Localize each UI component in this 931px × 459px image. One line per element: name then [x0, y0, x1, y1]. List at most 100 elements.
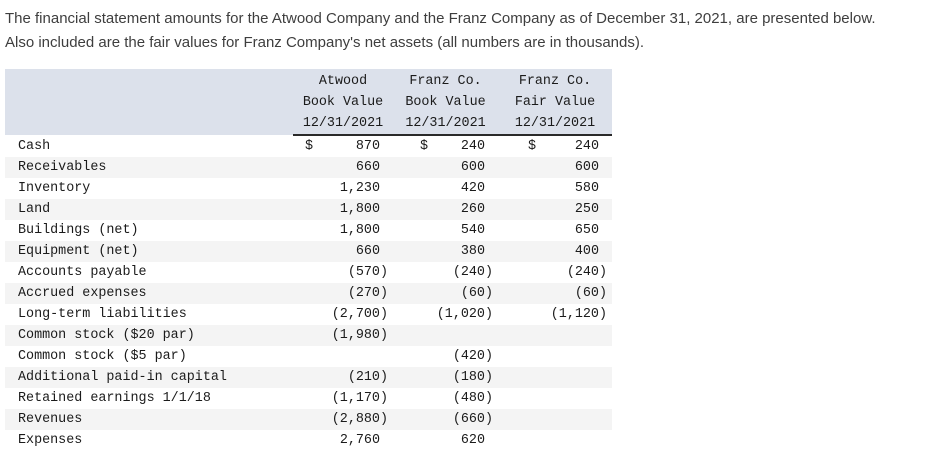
header-date: 12/31/2021: [302, 116, 384, 131]
franz-fair-value-cell: [498, 409, 612, 430]
franz-fair-value-cell: (240): [498, 262, 612, 283]
atwood-book-value-cell: [293, 346, 393, 367]
cell-value: 870: [355, 139, 380, 154]
row-label: Long-term liabilities: [18, 307, 187, 322]
cell-value: 1,800: [339, 202, 380, 217]
franz-book-value-cell: 260: [393, 199, 498, 220]
franz-fair-value-cell: (1,120): [498, 304, 612, 325]
table-row: Land 1,800 260 250: [5, 199, 612, 220]
cell-value: (60): [574, 286, 607, 301]
cell-value: (2,700): [331, 307, 388, 322]
problem-statement: The financial statement amounts for the …: [0, 0, 931, 55]
row-label: Receivables: [5, 157, 293, 178]
franz-book-value-cell: (240): [393, 262, 498, 283]
header-value-type: Book Value: [302, 95, 384, 110]
cell-value: (570): [347, 265, 388, 280]
franz-fair-value-cell: 650: [498, 220, 612, 241]
cell-value: (2,880): [331, 412, 388, 427]
franz-fair-value-cell: 400: [498, 241, 612, 262]
franz-book-value-cell: 380: [393, 241, 498, 262]
table-row: Buildings (net) 1,800 540 650: [5, 220, 612, 241]
table-row: Long-term liabilities (2,700) (1,020) (1…: [5, 304, 612, 325]
row-label: Land: [5, 199, 293, 220]
header-company: Franz Co.: [518, 74, 592, 89]
franz-fair-value-cell: 580: [498, 178, 612, 199]
row-label: Equipment (net): [5, 241, 293, 262]
table-row: Additional paid-in capital (210) (180): [5, 367, 612, 388]
table-body: Cash $870 $240 $240 Receivables 660 600 …: [5, 135, 612, 451]
dollar-sign: $: [420, 139, 429, 154]
franz-book-value-cell: (1,020): [393, 304, 498, 325]
row-label: Inventory: [18, 181, 91, 196]
row-label: Buildings (net): [18, 223, 139, 238]
atwood-book-value-cell: 1,230: [293, 178, 393, 199]
cell-value: 420: [460, 181, 485, 196]
header-company: Franz Co.: [409, 74, 482, 89]
header-franz-book-value: Franz Co. Book Value 12/31/2021: [393, 69, 498, 136]
cell-value: (660): [452, 412, 493, 427]
table-row: Receivables 660 600 600: [5, 157, 612, 178]
atwood-book-value-cell: (270): [293, 283, 393, 304]
header-label-spacer: [5, 69, 293, 135]
header-company: Atwood: [318, 74, 368, 89]
cell-value: (210): [347, 370, 388, 385]
table-row: Revenues (2,880) (660): [5, 409, 612, 430]
table-row: Expenses 2,760 620: [5, 430, 612, 451]
problem-statement-line1: The financial statement amounts for the …: [5, 10, 876, 27]
table-row: Retained earnings 1/1/18 (1,170) (480): [5, 388, 612, 409]
franz-book-value-cell: (60): [393, 283, 498, 304]
cell-value: (240): [566, 265, 607, 280]
franz-fair-value-cell: 250: [498, 199, 612, 220]
cell-value: 240: [574, 139, 599, 154]
franz-book-value-cell: (660): [393, 409, 498, 430]
cell-value: 540: [460, 223, 485, 238]
dollar-sign: $: [305, 139, 314, 154]
atwood-book-value-cell: 660: [293, 241, 393, 262]
row-label: Accounts payable: [18, 265, 147, 280]
table-header: Atwood Book Value 12/31/2021 Franz Co. B…: [5, 69, 612, 136]
franz-book-value-cell: (180): [393, 367, 498, 388]
cell-value: (60): [460, 286, 493, 301]
franz-book-value-cell: (480): [393, 388, 498, 409]
table-row: Accrued expenses (270) (60) (60): [5, 283, 612, 304]
header-date: 12/31/2021: [405, 116, 486, 131]
atwood-book-value-cell: (2,880): [293, 409, 393, 430]
header-row: Atwood Book Value 12/31/2021 Franz Co. B…: [5, 69, 612, 136]
cell-value: 620: [460, 433, 485, 448]
atwood-book-value-cell: 660: [293, 157, 393, 178]
franz-book-value-cell: 600: [393, 157, 498, 178]
atwood-book-value-cell: (570): [293, 262, 393, 283]
cell-value: 660: [355, 160, 380, 175]
row-label: Cash: [18, 138, 51, 154]
row-label: Additional paid-in capital: [5, 367, 293, 388]
table-row: Equipment (net) 660 380 400: [5, 241, 612, 262]
franz-book-value-cell: (420): [393, 346, 498, 367]
atwood-book-value-cell: 1,800: [293, 199, 393, 220]
franz-book-value-cell: 420: [393, 178, 498, 199]
dollar-sign: $: [528, 139, 537, 154]
franz-fair-value-cell: [498, 388, 612, 409]
cell-value: 250: [574, 202, 599, 217]
atwood-book-value-cell: $870: [293, 135, 393, 157]
cell-value: 1,800: [339, 223, 380, 238]
table-row: Accounts payable (570) (240) (240): [5, 262, 612, 283]
cell-value: (1,020): [436, 307, 493, 322]
header-date: 12/31/2021: [514, 116, 596, 131]
row-label: Revenues: [5, 409, 293, 430]
atwood-book-value-cell: (2,700): [293, 304, 393, 325]
cell-value: 580: [574, 181, 599, 196]
row-label: Retained earnings 1/1/18: [18, 391, 211, 406]
cell-value: (1,980): [331, 328, 388, 343]
franz-book-value-cell: 620: [393, 430, 498, 451]
atwood-book-value-cell: 2,760: [293, 430, 393, 451]
franz-book-value-cell: [393, 325, 498, 346]
cell-value: 240: [460, 139, 485, 154]
franz-fair-value-cell: [498, 325, 612, 346]
cell-value: (480): [452, 391, 493, 406]
franz-fair-value-cell: 600: [498, 157, 612, 178]
cell-value: 600: [460, 160, 485, 175]
franz-fair-value-cell: [498, 346, 612, 367]
row-label: Common stock ($20 par): [5, 325, 293, 346]
cell-value: 650: [574, 223, 599, 238]
problem-statement-line2: Also included are the fair values for Fr…: [5, 34, 645, 51]
